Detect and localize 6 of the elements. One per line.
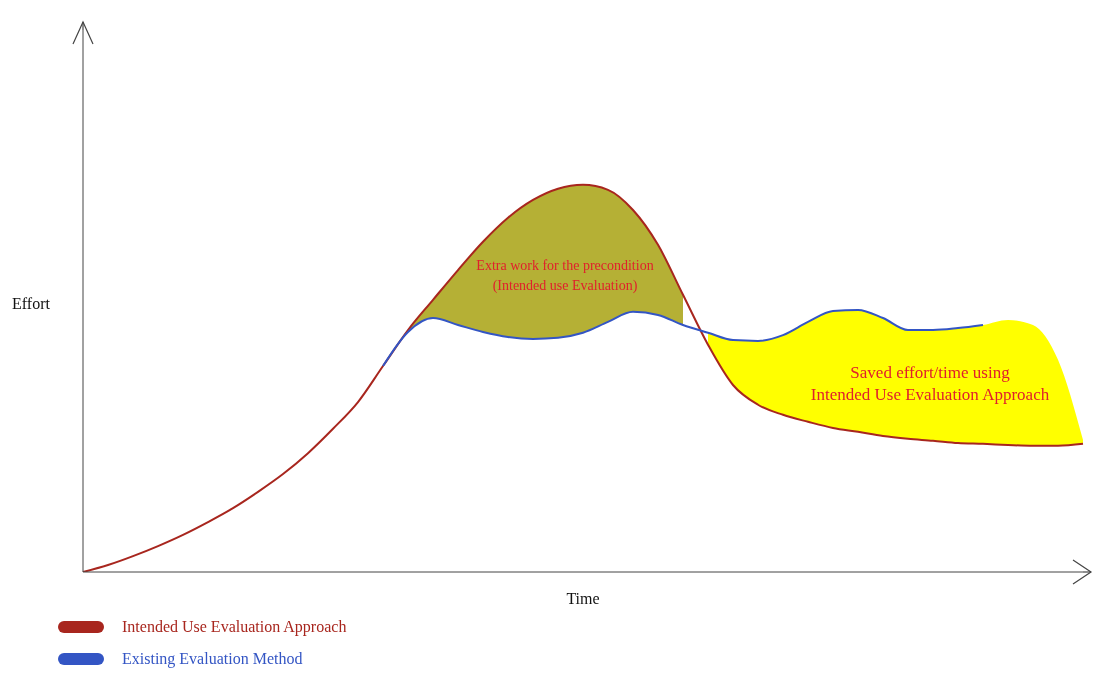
annotation: Saved effort/time using Intended Use Evaluation Approach bbox=[810, 363, 1050, 405]
x-axis-title: Time bbox=[566, 590, 600, 607]
annotation: Extra work for the precondition (Intended use Evaluation) bbox=[476, 258, 654, 295]
legend-label: Existing Evaluation Method bbox=[122, 650, 303, 668]
legend-label: Intended Use Evaluation Approach bbox=[122, 618, 347, 636]
y-axis-title: Effort bbox=[12, 294, 51, 312]
